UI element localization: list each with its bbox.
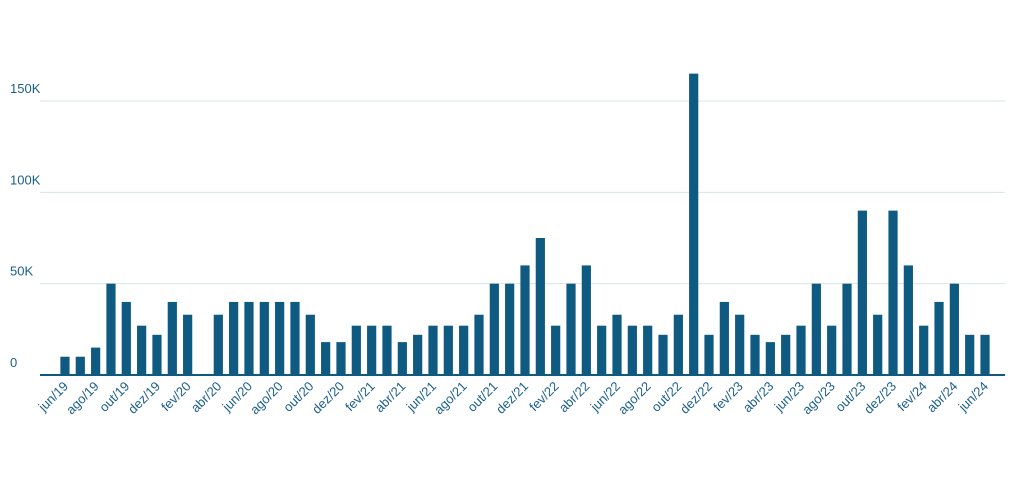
bar (704, 334, 714, 375)
x-tick-label: abr/23 (740, 379, 777, 416)
x-tick-label: fev/21 (342, 379, 378, 415)
bar (167, 301, 177, 375)
x-tick-label: abr/24 (924, 379, 961, 416)
bar (719, 301, 729, 375)
x-tick-label: dez/20 (309, 379, 347, 417)
bar (643, 325, 653, 375)
bar (336, 342, 346, 375)
bar (91, 347, 101, 375)
bar (229, 301, 239, 375)
bar (857, 210, 867, 375)
bar (796, 325, 806, 375)
x-tick-label: fev/23 (710, 379, 746, 415)
x-tick-label: fev/22 (526, 379, 562, 415)
x-tick-label: ago/20 (247, 379, 286, 418)
bar (413, 334, 423, 375)
bar (827, 325, 837, 375)
x-tick-label: abr/21 (372, 379, 409, 416)
bar (888, 210, 898, 375)
x-tick-label: fev/24 (894, 379, 930, 415)
bar (903, 265, 913, 375)
bar (121, 301, 131, 375)
bar (597, 325, 607, 375)
bar (443, 325, 453, 375)
bar (566, 283, 576, 375)
bar (305, 314, 315, 375)
bar (428, 325, 438, 375)
bar (351, 325, 361, 375)
bar (873, 314, 883, 375)
x-tick-label: ago/23 (799, 379, 838, 418)
bar (321, 342, 331, 375)
bar (152, 334, 162, 375)
bar (183, 314, 193, 375)
bar (842, 283, 852, 375)
x-tick-label: dez/23 (861, 379, 899, 417)
bar (75, 356, 85, 375)
bar (658, 334, 668, 375)
bar (627, 325, 637, 375)
bar (689, 73, 699, 375)
bar (505, 283, 515, 375)
bar (367, 325, 377, 375)
bar (765, 342, 775, 375)
bar (980, 334, 990, 375)
bar (581, 265, 591, 375)
x-tick-label: dez/21 (493, 379, 531, 417)
x-tick-label: abr/22 (556, 379, 593, 416)
bar (382, 325, 392, 375)
bar (474, 314, 484, 375)
bar (213, 314, 223, 375)
y-tick-label: 150K (10, 81, 41, 96)
bar (551, 325, 561, 375)
bar (520, 265, 530, 375)
x-tick-label: dez/19 (125, 379, 163, 417)
bar (934, 301, 944, 375)
bar (673, 314, 683, 375)
bar (489, 283, 499, 375)
x-tick-label: ago/21 (431, 379, 470, 418)
y-tick-label: 50K (10, 264, 33, 279)
bar (965, 334, 975, 375)
x-tick-label: dez/22 (677, 379, 715, 417)
x-tick-label: ago/22 (615, 379, 654, 418)
bar (612, 314, 622, 375)
bar (244, 301, 254, 375)
bar (106, 283, 116, 375)
x-tick-label: fev/20 (158, 379, 194, 415)
bar (949, 283, 959, 375)
bar (275, 301, 285, 375)
bar (919, 325, 929, 375)
bar (811, 283, 821, 375)
bar (259, 301, 269, 375)
bar (535, 238, 545, 375)
bar (397, 342, 407, 375)
bar (60, 356, 70, 375)
bar (137, 325, 147, 375)
bar (750, 334, 760, 375)
x-tick-label: ago/19 (63, 379, 102, 418)
bar (781, 334, 791, 375)
bar (290, 301, 300, 375)
y-tick-label: 0 (10, 355, 17, 370)
x-tick-label: jun/24 (955, 379, 991, 415)
y-tick-label: 100K (10, 172, 41, 187)
bar (459, 325, 469, 375)
x-tick-label: abr/20 (188, 379, 225, 416)
bar (735, 314, 745, 375)
